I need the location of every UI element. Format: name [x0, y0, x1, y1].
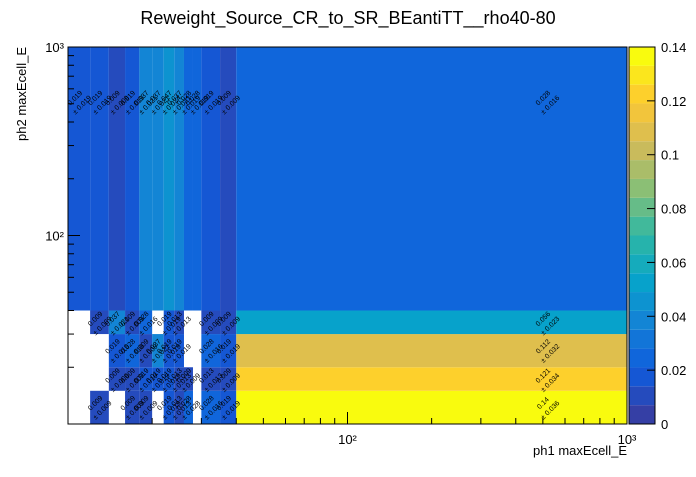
colorbar-band [629, 292, 655, 311]
heat-cell [183, 367, 193, 391]
colorbar-tick-label: 0.14 [661, 40, 686, 55]
heat-cell [163, 47, 175, 311]
y-axis-label: ph2 maxEcell_E [14, 47, 29, 141]
colorbar-band [629, 329, 655, 349]
colorbar-band [629, 348, 655, 368]
heat-cell [108, 47, 126, 311]
heat-cell [174, 334, 184, 368]
heat-cell [108, 310, 126, 335]
heat-cell [220, 334, 237, 368]
heat-cell [163, 367, 175, 391]
heat-cell [236, 47, 628, 311]
heat-cell [220, 390, 237, 424]
colorbar-tick-label: 0 [661, 417, 668, 432]
chart-title: Reweight_Source_CR_to_SR_BEantiTT__rho40… [140, 8, 555, 29]
heat-cell [139, 390, 153, 424]
heat-cell [108, 334, 126, 368]
heat-cell [174, 47, 184, 311]
colorbar-band [629, 65, 655, 85]
colorbar-tick-label: 0.04 [661, 309, 686, 324]
heat-cell [139, 334, 153, 368]
heat-cell [220, 310, 237, 335]
colorbar-band [629, 47, 655, 66]
heat-cell [174, 390, 184, 424]
heat-cell [125, 367, 140, 391]
colorbar-band [629, 160, 655, 179]
heat-cell [220, 47, 237, 311]
heat-cell [201, 310, 221, 335]
heat-cell [125, 334, 140, 368]
heat-cell [139, 47, 153, 311]
heat-cell [152, 334, 164, 368]
colorbar-tick-label: 0.08 [661, 202, 686, 217]
heat-cell [90, 310, 109, 335]
heat-cell [220, 367, 237, 391]
colorbar-tick-label: 0.1 [661, 148, 679, 163]
colorbar-band [629, 310, 655, 330]
heat-cell [183, 390, 193, 424]
colorbar-band [629, 405, 655, 424]
colorbar-tick-label: 0.12 [661, 94, 686, 109]
colorbar-tick-label: 0.06 [661, 255, 686, 270]
heat-cell [163, 390, 175, 424]
heat-cell [125, 390, 140, 424]
y-tick-label: 10³ [45, 40, 64, 55]
heat-cell [90, 47, 109, 311]
y-tick-label: 10² [45, 229, 64, 244]
colorbar-band [629, 122, 655, 142]
heat-cell [236, 334, 628, 368]
heat-cell [201, 367, 221, 391]
heat-cell [201, 390, 221, 424]
colorbar-band [629, 386, 655, 406]
colorbar-band [629, 273, 655, 293]
x-tick-label: 10² [338, 432, 357, 447]
heat-cell [139, 310, 153, 335]
heat-cell [236, 310, 628, 335]
heat-cell [236, 367, 628, 391]
heat-cell [183, 47, 193, 311]
heat-cell [125, 47, 140, 311]
colorbar-band [629, 254, 655, 274]
heat-cell [163, 310, 175, 335]
colorbar-band [629, 141, 655, 161]
x-axis-label: ph1 maxEcell_E [533, 443, 627, 458]
heat-cell [174, 367, 184, 391]
heat-cell [163, 334, 175, 368]
heat-cell [152, 47, 164, 311]
colorbar-band [629, 235, 655, 255]
colorbar-band [629, 84, 655, 104]
heat-cell [201, 334, 221, 368]
colorbar-band [629, 367, 655, 387]
heat-cell [108, 367, 126, 391]
heat-cell [152, 367, 164, 391]
heat-cell [174, 310, 184, 335]
x-tick-label: 10³ [618, 432, 637, 447]
heat-cell [192, 47, 202, 311]
colorbar-tick-label: 0.02 [661, 363, 686, 378]
heat-cell [139, 367, 153, 391]
colorbar-band [629, 197, 655, 217]
colorbar-band [629, 103, 655, 123]
heat-cell [201, 47, 221, 311]
colorbar-band [629, 178, 655, 198]
heat-cell [90, 390, 109, 424]
heat-cell [125, 310, 140, 335]
heat-cell [68, 47, 91, 311]
colorbar-frame [628, 46, 656, 425]
colorbar-band [629, 216, 655, 236]
